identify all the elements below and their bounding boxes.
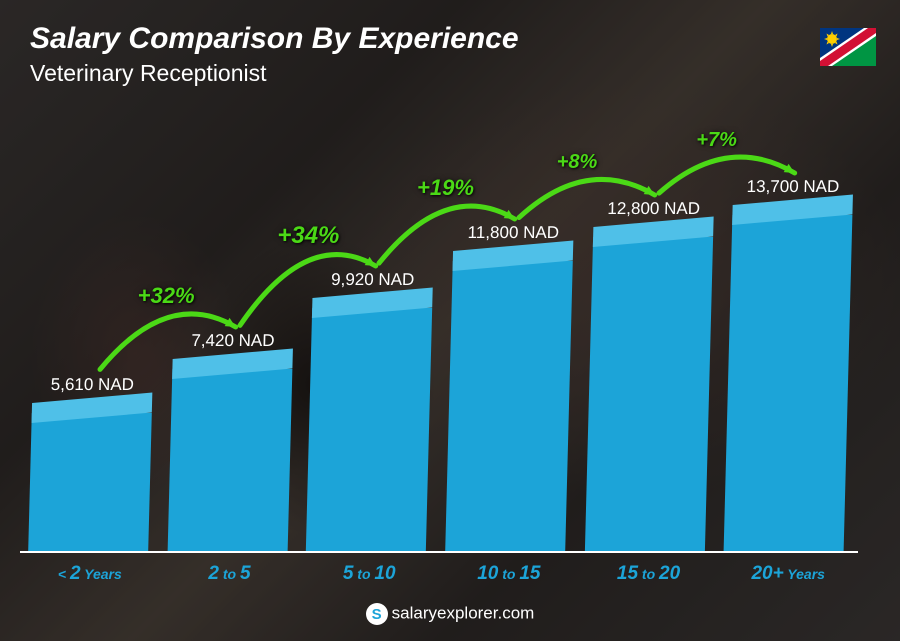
chart-title: Salary Comparison By Experience [30, 22, 820, 56]
bar-value-label: 13,700 NAD [709, 177, 877, 197]
bar: 9,920 NAD [306, 308, 432, 551]
bar-top-face [453, 241, 573, 271]
bar-wrap: 7,420 NAD [170, 120, 290, 551]
bar-top-face [312, 287, 432, 317]
bar: 12,800 NAD [585, 237, 713, 551]
bar-value-label: 5,610 NAD [8, 375, 176, 395]
x-axis-label: 15 to 20 [589, 563, 709, 585]
logo-icon: S [366, 603, 388, 625]
bar: 5,610 NAD [28, 413, 151, 551]
bar-wrap: 5,610 NAD [30, 120, 150, 551]
bar-wrap: 12,800 NAD [589, 120, 709, 551]
x-axis-label: < 2 Years [30, 563, 150, 585]
increment-percentage: +32% [138, 283, 195, 309]
namibia-flag-icon [820, 28, 876, 66]
x-axis-label: 5 to 10 [309, 563, 429, 585]
footer-text: salaryexplorer.com [392, 603, 535, 622]
increment-percentage: +7% [696, 129, 737, 152]
bar-value-label: 7,420 NAD [149, 331, 317, 351]
bar: 7,420 NAD [167, 369, 291, 551]
bar-wrap: 9,920 NAD [309, 120, 429, 551]
x-labels-container: < 2 Years 2 to 5 5 to 10 10 to 15 15 to 20 20… [30, 563, 848, 585]
increment-percentage: +34% [277, 222, 339, 250]
x-axis-label: 20+ Years [728, 563, 848, 585]
increment-percentage: +19% [417, 175, 474, 201]
x-axis-label: 10 to 15 [449, 563, 569, 585]
bar-value-label: 9,920 NAD [289, 270, 457, 290]
bar-top-face [172, 348, 292, 378]
chart-area: 5,610 NAD7,420 NAD9,920 NAD11,800 NAD12,… [30, 120, 848, 581]
footer: Ssalaryexplorer.com [0, 603, 900, 625]
bar: 11,800 NAD [445, 261, 572, 551]
x-axis-baseline [20, 551, 858, 553]
bar: 13,700 NAD [724, 215, 852, 551]
bar-wrap: 13,700 NAD [728, 120, 848, 551]
x-axis-label: 2 to 5 [170, 563, 290, 585]
bar-top-face [32, 393, 152, 423]
bar-value-label: 11,800 NAD [429, 223, 597, 243]
bar-top-face [593, 216, 713, 246]
bar-top-face [732, 194, 852, 224]
bar-value-label: 12,800 NAD [569, 199, 737, 219]
increment-percentage: +8% [557, 151, 598, 174]
chart-subtitle: Veterinary Receptionist [30, 60, 820, 87]
header: Salary Comparison By Experience Veterina… [30, 22, 820, 87]
